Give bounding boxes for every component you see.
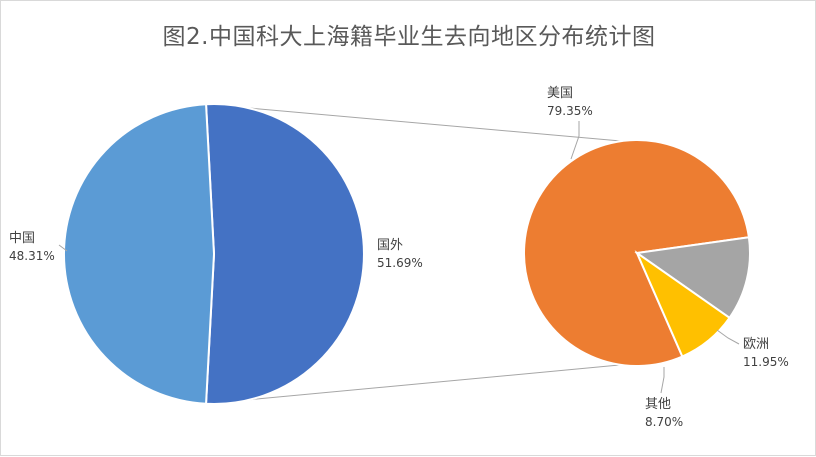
leader-line-secondary-1 [716,329,740,345]
main-pie [63,103,365,405]
label-main-slice-0: 国外 51.69% [377,238,423,270]
connector-lines [205,103,633,405]
series-line-top [205,103,633,143]
main-pie-slice-slice-1[interactable] [63,103,216,405]
data-labels: 国外 51.69% 中国 48.31% 美国 79.35% 欧洲 11.95% 其他 8.70% [9,86,789,429]
leader-line-secondary-0 [570,121,580,160]
label-secondary-slice-0-percent: 79.35% [547,104,593,118]
secondary-pie-slice-slice-1[interactable] [634,236,751,320]
secondary-pie-slice-slice-2[interactable] [634,250,731,358]
main-pie-slice-slice-0[interactable] [204,103,365,405]
label-secondary-slice-2-category: 其他 [645,397,671,412]
label-main-slice-0-category: 国外 [377,238,403,253]
label-main-slice-1: 中国 48.31% [9,231,55,263]
label-secondary-slice-2-percent: 8.70% [645,415,683,429]
leader-line-main-other [58,244,68,252]
label-secondary-slice-1-percent: 11.95% [743,355,789,369]
leader-lines [58,121,740,394]
label-secondary-slice-1: 欧洲 11.95% [743,337,789,369]
label-secondary-slice-2: 其他 8.70% [645,397,683,429]
label-main-slice-1-percent: 48.31% [9,249,55,263]
label-secondary-slice-0: 美国 79.35% [547,86,593,118]
secondary-pie [523,139,751,367]
chart-title: 图2.中国科大上海籍毕业生去向地区分布统计图 [162,24,656,50]
label-main-slice-1-category: 中国 [9,231,35,246]
label-main-slice-0-percent: 51.69% [377,256,423,270]
series-line-bottom [205,363,631,405]
label-secondary-slice-1-category: 欧洲 [743,337,769,352]
leader-line-secondary-2 [660,367,665,394]
label-secondary-slice-0-category: 美国 [547,86,573,101]
